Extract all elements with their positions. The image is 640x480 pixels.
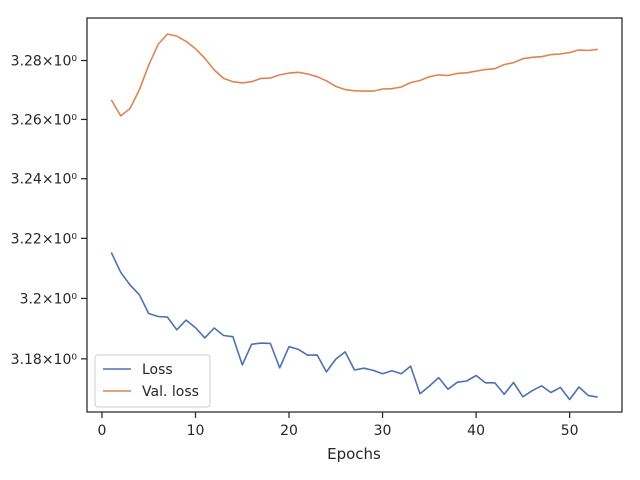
x-tick-label: 50 <box>561 423 579 439</box>
y-tick-label: 3.2×10⁰ <box>20 291 78 307</box>
plot-frame <box>86 17 623 413</box>
y-tick-label: 3.22×10⁰ <box>11 231 78 247</box>
x-tick-label: 10 <box>187 423 205 439</box>
x-axis-label: Epochs <box>327 445 381 463</box>
x-tick-label: 30 <box>374 423 392 439</box>
legend-label: Val. loss <box>142 384 199 400</box>
series-line-loss <box>110 252 598 401</box>
y-tick-label: 3.24×10⁰ <box>11 172 78 188</box>
legend-label: Loss <box>142 362 173 378</box>
x-tick-label: 0 <box>98 423 107 439</box>
plot-marks: 0 10 20 30 40 50 3.18×10⁰ 3.2×10⁰ 3.22×10⁰ 3.24×1… <box>11 17 623 439</box>
y-tick-label: 3.18×10⁰ <box>11 352 78 368</box>
y-tick-label: 3.28×10⁰ <box>11 54 78 70</box>
legend-box <box>94 354 211 408</box>
y-tick-label: 3.26×10⁰ <box>11 112 78 128</box>
x-tick-label: 20 <box>280 423 298 439</box>
series-line-val-loss <box>110 33 598 117</box>
x-tick-label: 40 <box>467 423 485 439</box>
